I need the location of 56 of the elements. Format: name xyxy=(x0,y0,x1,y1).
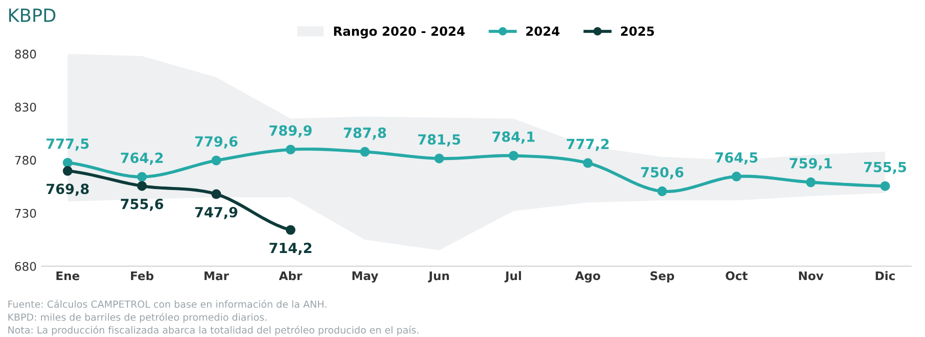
point xyxy=(508,150,518,161)
point xyxy=(657,186,668,196)
point xyxy=(434,154,444,164)
x-tick-label: Sep xyxy=(650,271,674,283)
x-tick-label: Abr xyxy=(278,271,302,280)
legend-label: 2025 xyxy=(621,26,654,36)
point xyxy=(137,181,147,191)
data-label: 784,1 xyxy=(492,131,535,144)
point xyxy=(806,177,816,188)
data-label: 781,5 xyxy=(418,134,460,146)
data-label: 779,6 xyxy=(195,136,238,148)
x-tick-label: Mar xyxy=(204,271,229,280)
data-label: 747,9 xyxy=(195,206,238,220)
y-tick-label: 780 xyxy=(15,156,36,165)
x-tick-label: May xyxy=(352,271,378,283)
x-tick-label: Dic xyxy=(876,271,895,280)
point xyxy=(360,146,370,157)
data-label: 777,2 xyxy=(566,138,609,152)
point xyxy=(62,166,72,176)
legend-label: Rango 2020 - 2024 xyxy=(334,26,465,38)
point xyxy=(137,172,147,182)
text: KBPD: miles de barriles de petróleo promedio diarios. xyxy=(8,312,266,323)
point xyxy=(286,225,296,235)
data-label: 755,6 xyxy=(120,198,164,212)
x-tick-label: Oct xyxy=(726,271,748,280)
point xyxy=(582,158,593,168)
x-tick-label: Ago xyxy=(575,271,600,283)
point xyxy=(880,181,890,191)
data-label: 714,2 xyxy=(270,242,312,255)
x-tick-label: Nov xyxy=(799,271,824,280)
x-tick-label: Jul xyxy=(504,271,521,282)
data-label: 759,1 xyxy=(790,158,832,170)
text: Nota: La producción fiscalizada abarca la totalidad del petróleo producido en el país. xyxy=(8,326,418,336)
y-tick-label: 680 xyxy=(15,262,36,271)
source-note: Fuente: Cálculos CAMPETROL con base en información de la ANH. xyxy=(8,300,326,308)
data-label: 750,6 xyxy=(641,166,684,180)
y-tick-label: 730 xyxy=(15,208,36,218)
point xyxy=(286,144,296,154)
data-label: 764,5 xyxy=(715,152,758,164)
y-tick-label: 830 xyxy=(15,102,36,112)
point xyxy=(732,172,742,182)
x-tick-label: Ene xyxy=(56,271,80,280)
point xyxy=(211,189,222,200)
x-tick-label: Feb xyxy=(131,271,154,280)
data-label: 755,5 xyxy=(864,162,906,174)
data-label: 789,9 xyxy=(270,125,312,138)
data-label: 787,8 xyxy=(344,127,386,140)
chart-title: KBPD xyxy=(9,8,56,22)
point xyxy=(62,158,72,168)
x-tick-label: Jun xyxy=(428,271,449,282)
data-label: 769,8 xyxy=(46,184,89,196)
y-tick-label: 880 xyxy=(15,50,36,59)
legend-label: 2024 xyxy=(526,26,560,36)
data-label: 764,2 xyxy=(120,152,163,165)
data-label: 777,5 xyxy=(46,138,89,151)
point xyxy=(211,156,222,166)
